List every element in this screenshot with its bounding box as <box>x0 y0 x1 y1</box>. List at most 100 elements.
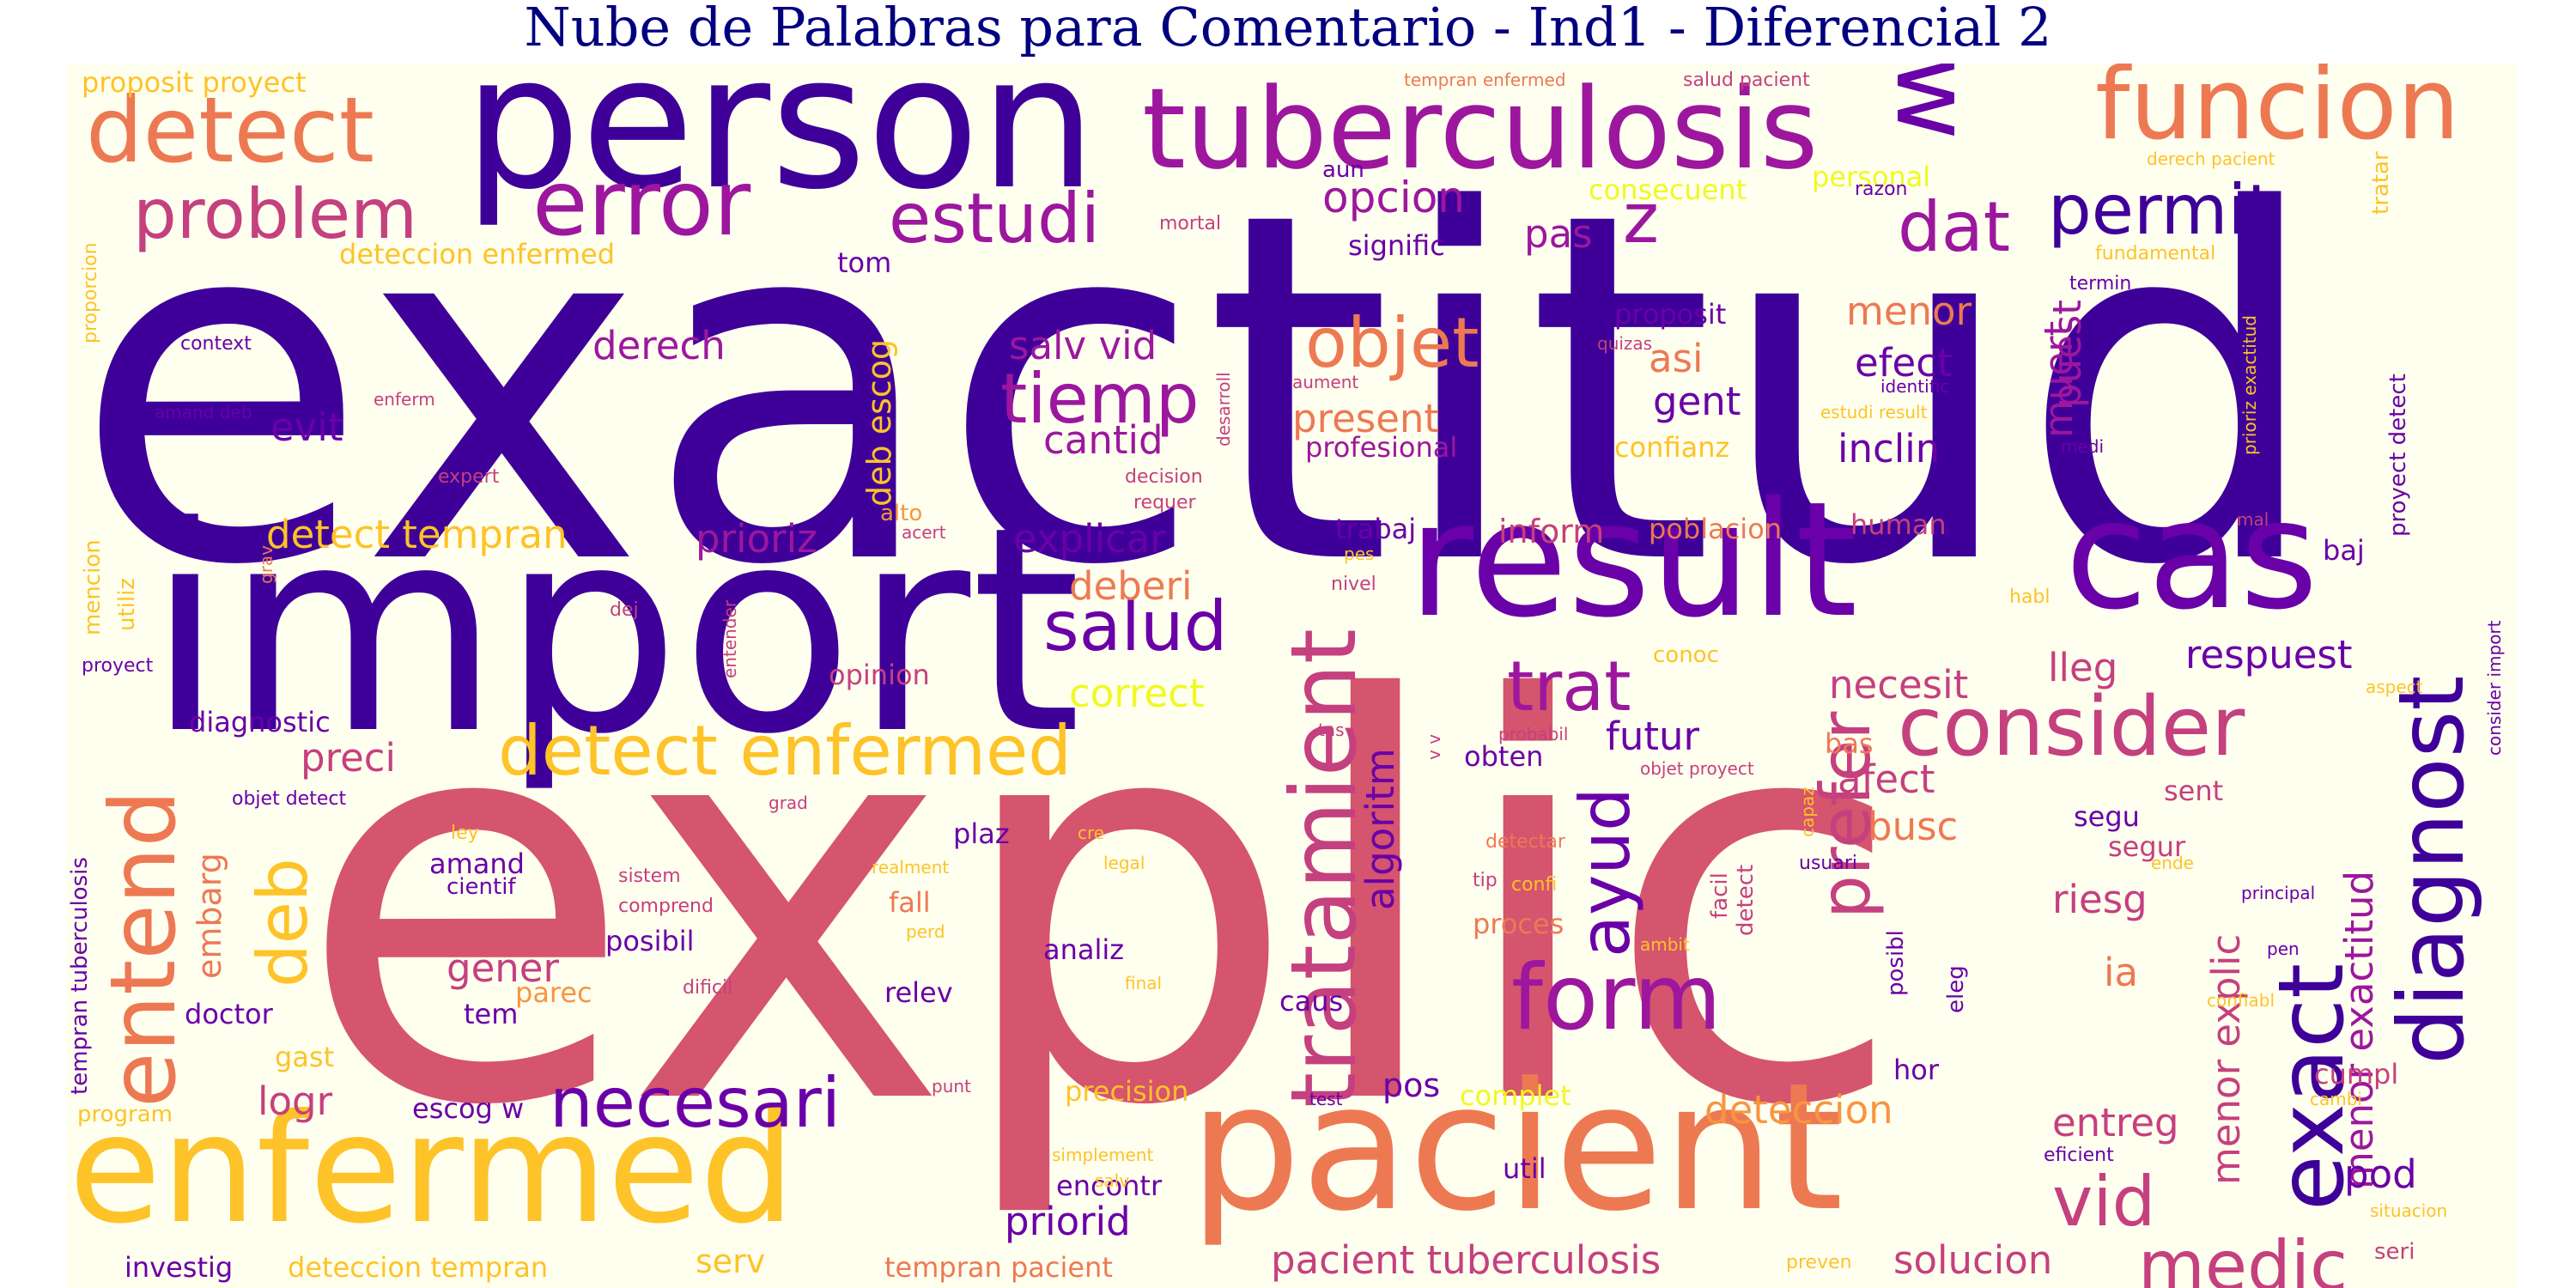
cloud-word: vid <box>2052 1162 2156 1242</box>
cloud-word: punt <box>932 1076 971 1097</box>
cloud-word: segur <box>2108 830 2186 863</box>
cloud-word: simplement <box>1052 1145 1154 1165</box>
cloud-word: signific <box>1348 229 1445 262</box>
cloud-word: ende <box>2151 853 2194 873</box>
cloud-word: personal <box>1812 161 1931 193</box>
cloud-word: enferm <box>374 389 435 410</box>
cloud-word: situacion <box>2370 1200 2448 1221</box>
cloud-word: mal <box>2237 509 2269 530</box>
cloud-word: consider import <box>2484 620 2505 756</box>
cloud-word: ambit <box>1640 934 1690 955</box>
cloud-word: aument <box>1292 372 1359 392</box>
cloud-word: dat <box>1898 187 2011 267</box>
cloud-word: detect <box>1733 864 1759 936</box>
cloud-word: ayud <box>1565 787 1645 957</box>
cloud-word: fall <box>889 886 931 919</box>
cloud-word: lleg <box>2048 645 2118 690</box>
cloud-word: encontr <box>1056 1170 1163 1202</box>
cloud-word: cientif <box>447 874 516 900</box>
cloud-word: baj <box>2323 534 2365 567</box>
cloud-word: termin <box>2069 273 2132 295</box>
cloud-word: salv vid <box>1009 323 1157 368</box>
cloud-word: perd <box>906 921 945 942</box>
cloud-word: probabil <box>1498 724 1569 744</box>
cloud-word: pacient tuberculosis <box>1271 1237 1662 1283</box>
cloud-word: entreg <box>2052 1100 2179 1145</box>
cloud-word: desarroll <box>1213 372 1234 447</box>
cloud-word: exactitud <box>73 111 2325 671</box>
cloud-word: error <box>532 151 751 256</box>
cloud-word: mencion <box>80 539 106 635</box>
cloud-word: pacient <box>1189 1046 1844 1250</box>
cloud-word: pes <box>1344 544 1375 564</box>
cloud-word: amand deb <box>155 402 252 422</box>
cloud-word: pen <box>2267 939 2300 959</box>
cloud-word: consecuent <box>1589 173 1747 206</box>
cloud-word: efect <box>1855 340 1953 386</box>
cloud-word: nivel <box>1331 574 1376 595</box>
cloud-word: explic <box>296 586 1906 1225</box>
cloud-word: principal <box>2241 883 2316 903</box>
cloud-word: objet <box>1305 303 1479 383</box>
cloud-word: problem <box>133 174 418 254</box>
cloud-word: tratamient <box>1272 629 1376 1108</box>
cloud-word: hor <box>1893 1054 1940 1086</box>
cloud-word: algoritm <box>1358 748 1403 910</box>
cloud-word: consider <box>1898 680 2245 775</box>
cloud-word: tratar <box>2368 151 2394 215</box>
cloud-word: detectar <box>1485 831 1565 853</box>
cloud-word: bas <box>1825 727 1874 760</box>
cloud-word: form <box>1511 945 1722 1050</box>
cloud-word: obten <box>1464 740 1544 773</box>
cloud-word: objet detect <box>232 788 347 810</box>
cloud-word: fundamental <box>2095 243 2216 264</box>
cloud-word: tas <box>1318 720 1345 740</box>
cloud-word: requer <box>1133 492 1196 513</box>
cloud-word: person <box>464 64 1097 230</box>
cloud-word: grad <box>769 793 808 813</box>
cloud-word: deteccion tempran <box>288 1251 549 1284</box>
cloud-word: poblacion <box>1649 513 1783 545</box>
cloud-word: cas <box>2065 469 2318 643</box>
cloud-word: tempran enfermed <box>1404 70 1566 90</box>
cloud-word: confianz <box>1614 431 1730 464</box>
cloud-word: ia <box>2104 950 2139 995</box>
cloud-word: cre <box>1078 823 1105 843</box>
cloud-word: identific <box>1880 376 1950 397</box>
cloud-word: afect <box>1838 756 1935 802</box>
cloud-word: seri <box>2374 1239 2415 1265</box>
cloud-word: facil <box>1707 872 1733 919</box>
cloud-word: deb <box>243 858 323 987</box>
cloud-word: import <box>146 466 1082 796</box>
cloud-word: w <box>1873 64 1992 141</box>
cloud-word: detect tempran <box>266 512 568 557</box>
cloud-word: estudi result <box>1820 402 1928 422</box>
cloud-word: priorid <box>1005 1199 1131 1244</box>
cloud-word: proposit proyect <box>82 66 307 99</box>
cloud-word: solucion <box>1893 1237 2053 1283</box>
cloud-word: tip <box>1473 870 1498 891</box>
cloud-word: detect enfermed <box>498 711 1072 791</box>
cloud-word: muert <box>2036 320 2081 438</box>
cloud-word: utiliz <box>114 578 140 631</box>
cloud-word: funcion <box>2095 64 2460 162</box>
cloud-word: amand <box>429 848 525 880</box>
cloud-word: alto <box>880 501 923 526</box>
cloud-word: context <box>180 333 252 355</box>
cloud-word: deteccion enfermed <box>339 238 616 270</box>
cloud-word: necesari <box>550 1063 841 1143</box>
cloud-word: doctor <box>185 998 273 1030</box>
cloud-word: util <box>1503 1152 1546 1185</box>
cloud-word: menor explic <box>2203 933 2249 1185</box>
cloud-word: escog w <box>412 1092 525 1125</box>
cloud-word: final <box>1125 973 1163 993</box>
cloud-word: permit <box>2048 170 2275 250</box>
cloud-word: pas <box>1524 211 1593 257</box>
cloud-word: conoc <box>1653 642 1719 668</box>
cloud-word: proces <box>1473 908 1564 940</box>
cloud-word: proposit <box>1614 298 1727 331</box>
cloud-word: tempran tuberculosis <box>67 857 93 1095</box>
cloud-word: derech pacient <box>2147 149 2275 169</box>
cloud-word: aun <box>1322 157 1364 183</box>
cloud-word: opinion <box>829 659 930 691</box>
